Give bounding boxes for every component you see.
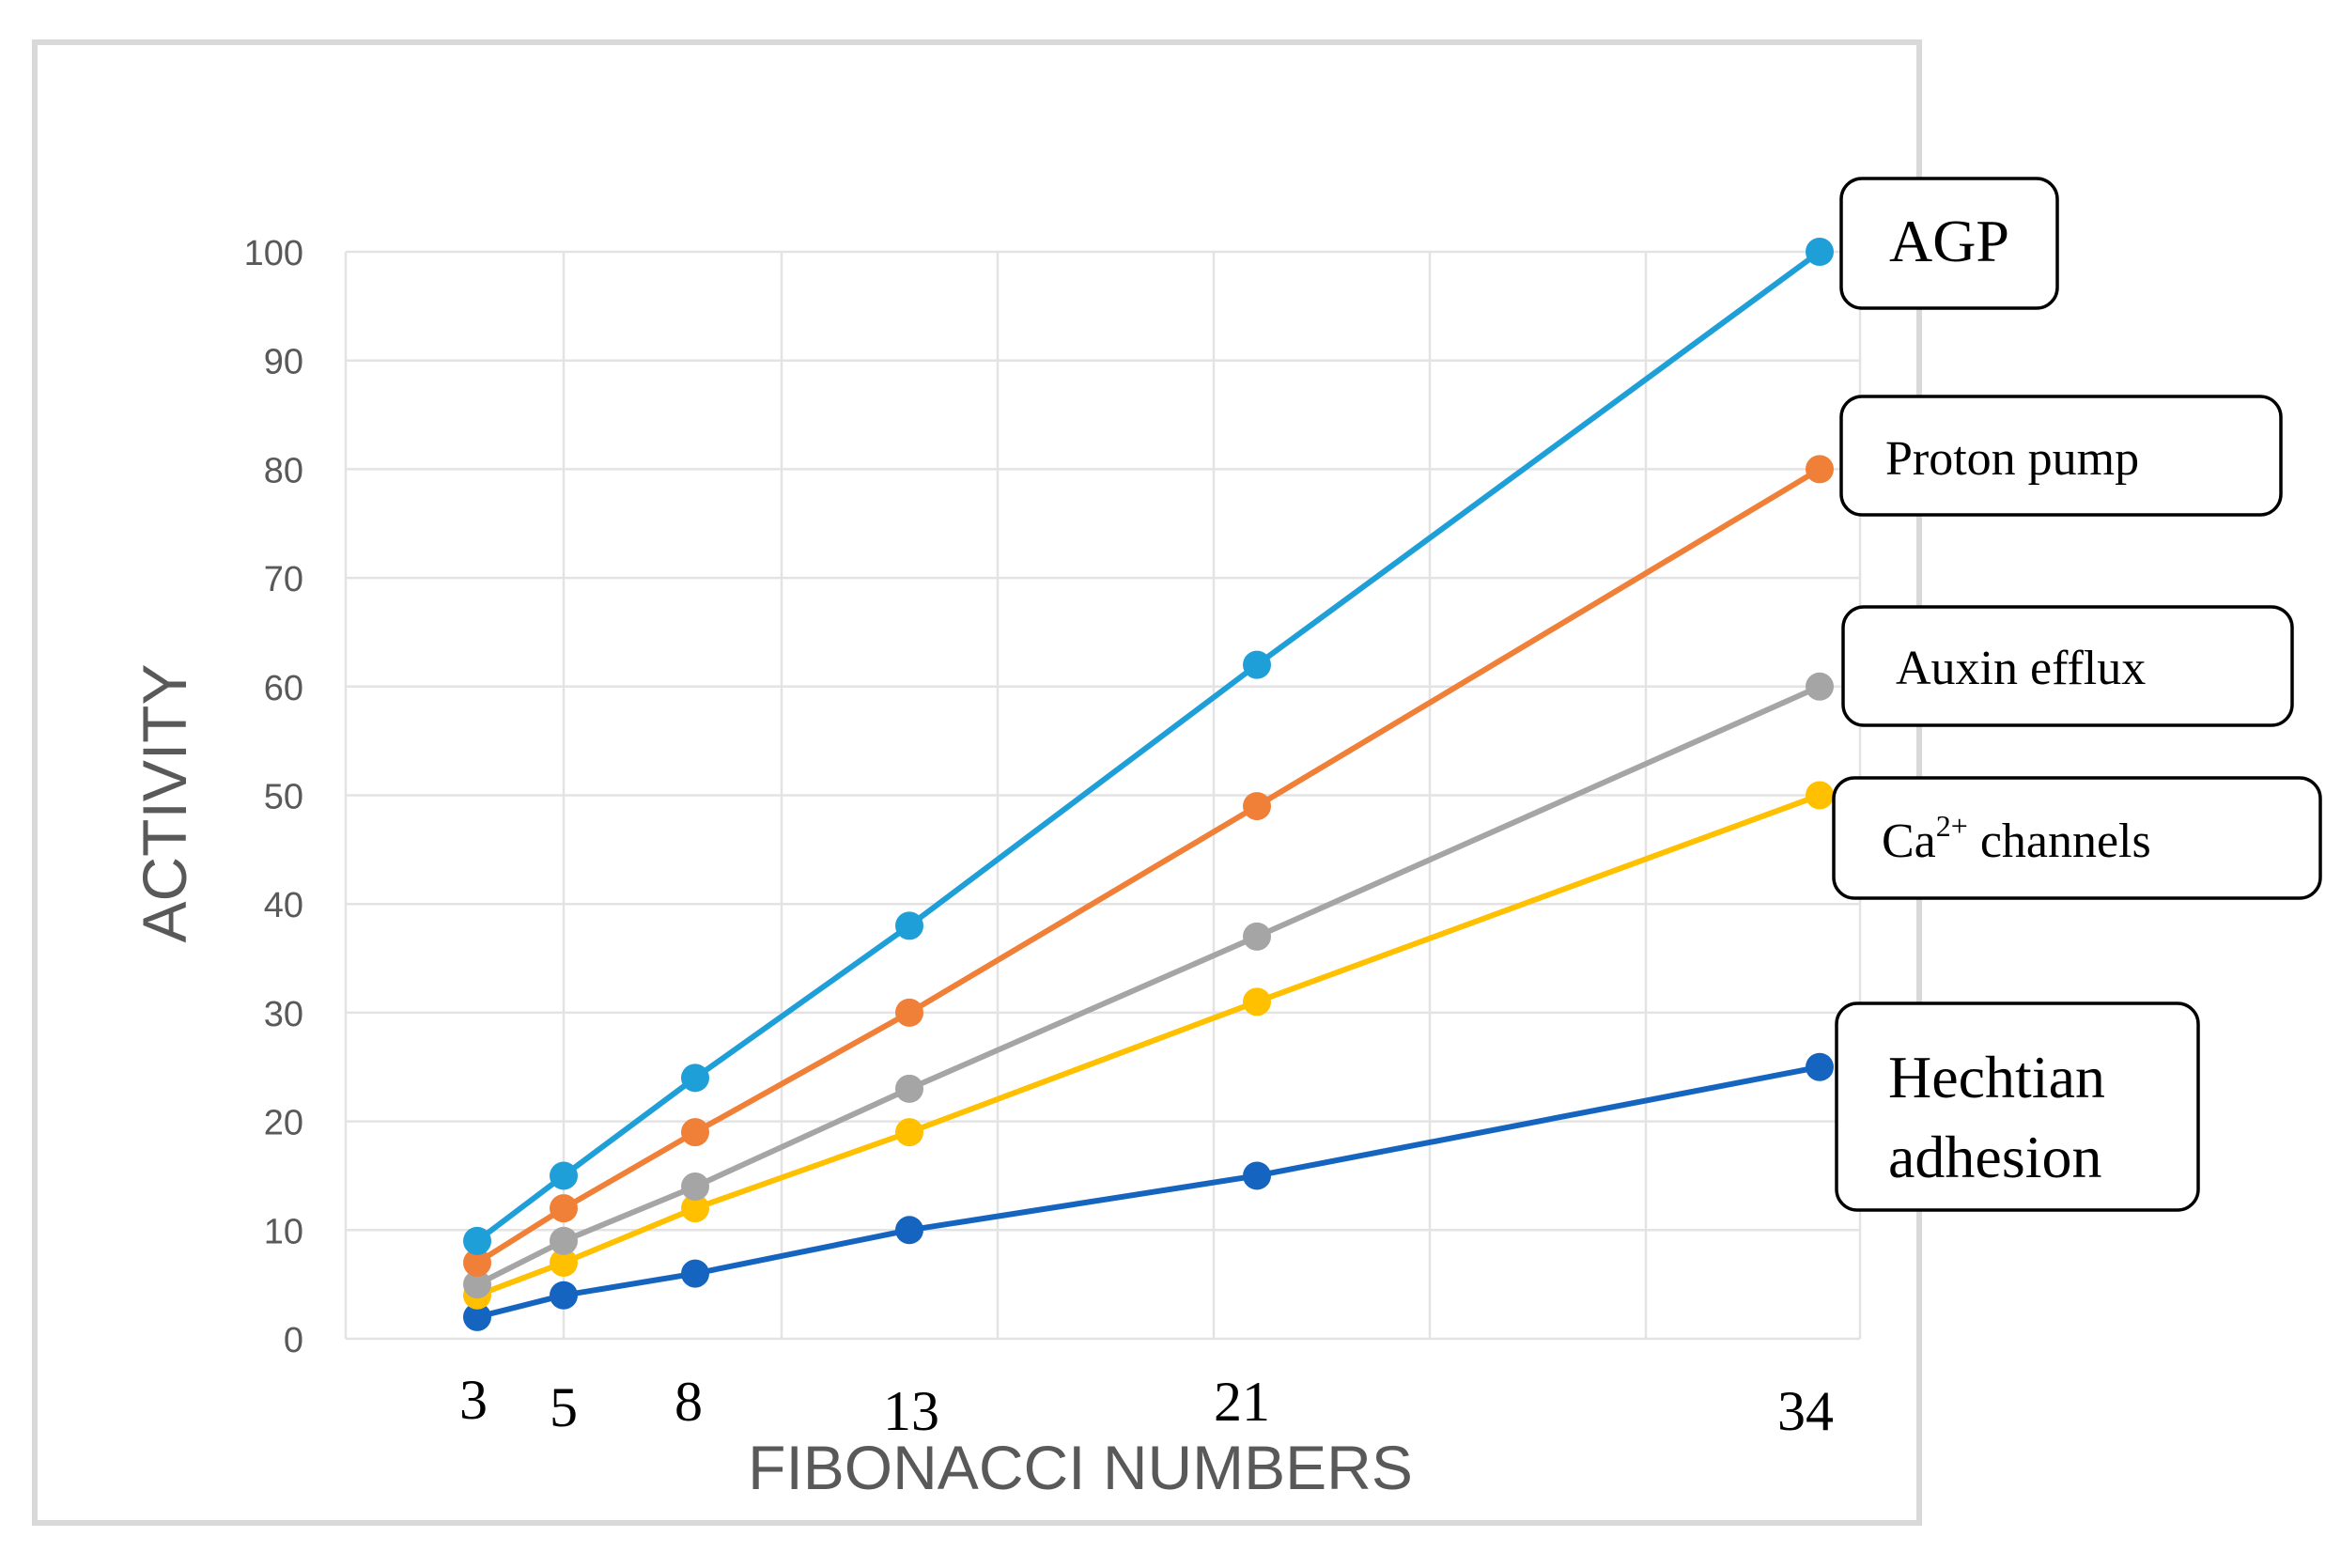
series-label-auxin-efflux: Auxin efflux (1841, 605, 2294, 727)
point-ca2-channels-5 (550, 1249, 578, 1278)
point-auxin-efflux-8 (681, 1172, 709, 1202)
label-text-auxin-efflux: Auxin efflux (1896, 642, 2146, 695)
label-text-agp: AGP (1889, 208, 2009, 274)
y-tick-label-90: 90 (264, 343, 303, 382)
x-tick-label-3: 3 (459, 1369, 488, 1431)
x-tick-label-34: 34 (1777, 1380, 1834, 1442)
label-box-agp (1839, 177, 2059, 310)
point-ca2-channels-13 (895, 1118, 923, 1147)
point-agp-13 (895, 911, 923, 940)
point-auxin-efflux-21 (1243, 922, 1271, 951)
point-hechtian-adhesion-34 (1806, 1052, 1834, 1081)
y-tick-label-20: 20 (264, 1104, 303, 1143)
label-box-ca2-channels (1832, 776, 2322, 900)
label-box-proton-pump (1839, 395, 2283, 517)
point-hechtian-adhesion-13 (895, 1216, 923, 1245)
point-auxin-efflux-34 (1806, 672, 1834, 701)
y-tick-label-10: 10 (264, 1212, 303, 1251)
label-text-hechtian-adhesion: Hechtian adhesion (1888, 1044, 2105, 1190)
x-tick-label-8: 8 (674, 1371, 703, 1433)
point-hechtian-adhesion-3 (463, 1302, 491, 1331)
point-agp-5 (550, 1161, 578, 1190)
point-proton-pump-13 (895, 998, 923, 1027)
point-proton-pump-8 (681, 1118, 709, 1147)
point-proton-pump-34 (1806, 455, 1834, 484)
y-tick-label-80: 80 (264, 451, 303, 490)
x-axis-title: FIBONACCI NUMBERS (748, 1433, 1413, 1502)
series-label-proton-pump: Proton pump (1839, 395, 2283, 517)
y-tick-label-0: 0 (284, 1321, 303, 1360)
point-ca2-channels-21 (1243, 987, 1271, 1017)
label-box-hechtian-adhesion (1835, 1001, 2200, 1212)
y-tick-label-100: 100 (244, 234, 303, 273)
series-line-auxin-efflux (475, 684, 1822, 1287)
point-hechtian-adhesion-8 (681, 1259, 709, 1288)
point-hechtian-adhesion-21 (1243, 1161, 1271, 1190)
point-ca2-channels-34 (1806, 781, 1834, 810)
x-tick-label-5: 5 (550, 1376, 578, 1438)
y-tick-label-60: 60 (264, 669, 303, 708)
x-axis-ticks: 3 5 8 13 21 34 (459, 1369, 1834, 1442)
series-label-ca2-channels: Ca2+ channels (1832, 776, 2322, 900)
label-text-proton-pump: Proton pump (1885, 432, 2139, 486)
point-agp-21 (1243, 650, 1271, 679)
x-tick-label-21: 21 (1214, 1371, 1270, 1433)
series-line-hechtian-adhesion (476, 1063, 1821, 1320)
y-tick-label-30: 30 (264, 995, 303, 1034)
point-hechtian-adhesion-5 (550, 1281, 578, 1310)
series-line-proton-pump (475, 466, 1822, 1265)
y-tick-label-40: 40 (264, 886, 303, 925)
point-ca2-channels-8 (681, 1194, 709, 1223)
label-text-ca2-channels: Ca2+ channels (1882, 809, 2151, 868)
point-agp-34 (1806, 238, 1834, 266)
point-agp-8 (681, 1063, 709, 1093)
y-axis-ticks: 0 10 20 30 40 50 60 70 80 90 100 (244, 234, 303, 1360)
label-box-auxin-efflux (1841, 605, 2294, 727)
y-tick-label-70: 70 (264, 560, 303, 599)
x-tick-label-13: 13 (883, 1380, 939, 1442)
point-agp-3 (463, 1226, 491, 1255)
point-proton-pump-3 (463, 1249, 491, 1278)
point-proton-pump-21 (1243, 792, 1271, 821)
series-lines (463, 238, 1834, 1331)
series-line-agp (475, 249, 1822, 1244)
series-line-ca2-channels (475, 792, 1822, 1298)
point-proton-pump-5 (550, 1194, 578, 1223)
y-axis-title: ACTIVITY (130, 663, 199, 942)
point-auxin-efflux-13 (895, 1074, 923, 1103)
y-tick-label-50: 50 (264, 778, 303, 817)
series-label-hechtian-adhesion: Hechtian adhesion (1835, 1001, 2200, 1212)
series-labels: AGP Proton pump Auxin efflux Ca2+ channels H… (1832, 177, 2322, 1212)
point-auxin-efflux-5 (550, 1226, 578, 1255)
series-label-agp: AGP (1839, 177, 2059, 310)
point-auxin-efflux-3 (463, 1270, 491, 1299)
